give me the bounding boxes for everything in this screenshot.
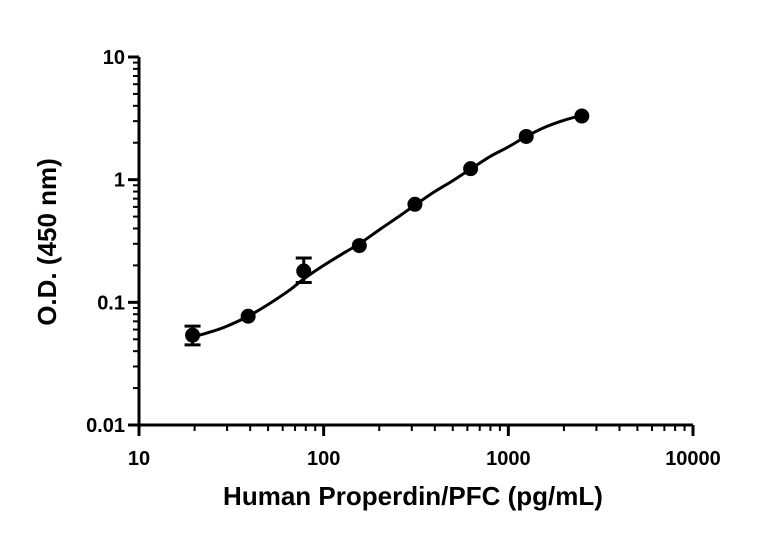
y-tick-label: 0.1 bbox=[97, 292, 125, 314]
data-point bbox=[574, 108, 590, 124]
axes bbox=[137, 57, 693, 427]
y-tick-label: 1 bbox=[114, 170, 125, 192]
x-axis-title: Human Properdin/PFC (pg/mL) bbox=[223, 481, 603, 511]
x-tick-label: 1000 bbox=[486, 448, 531, 470]
data-point bbox=[407, 196, 423, 212]
x-tick-label: 10000 bbox=[665, 448, 721, 470]
data-point bbox=[296, 263, 312, 279]
ticks bbox=[128, 55, 695, 436]
data-point bbox=[240, 308, 256, 324]
x-tick-label: 10 bbox=[128, 448, 150, 470]
fit-curve bbox=[192, 113, 583, 339]
data-points bbox=[185, 108, 590, 343]
data-point bbox=[518, 128, 534, 144]
y-tick-label: 0.01 bbox=[86, 415, 125, 437]
data-point bbox=[463, 161, 479, 177]
y-axis-title: O.D. (450 nm) bbox=[32, 158, 62, 326]
tick-labels: 0.01 0.1 1 10 10 100 1000 10000 bbox=[86, 47, 721, 470]
x-tick-label: 100 bbox=[307, 448, 340, 470]
error-bars bbox=[184, 256, 312, 347]
y-tick-label: 10 bbox=[103, 47, 125, 69]
data-point bbox=[185, 327, 201, 343]
data-point bbox=[351, 238, 367, 254]
